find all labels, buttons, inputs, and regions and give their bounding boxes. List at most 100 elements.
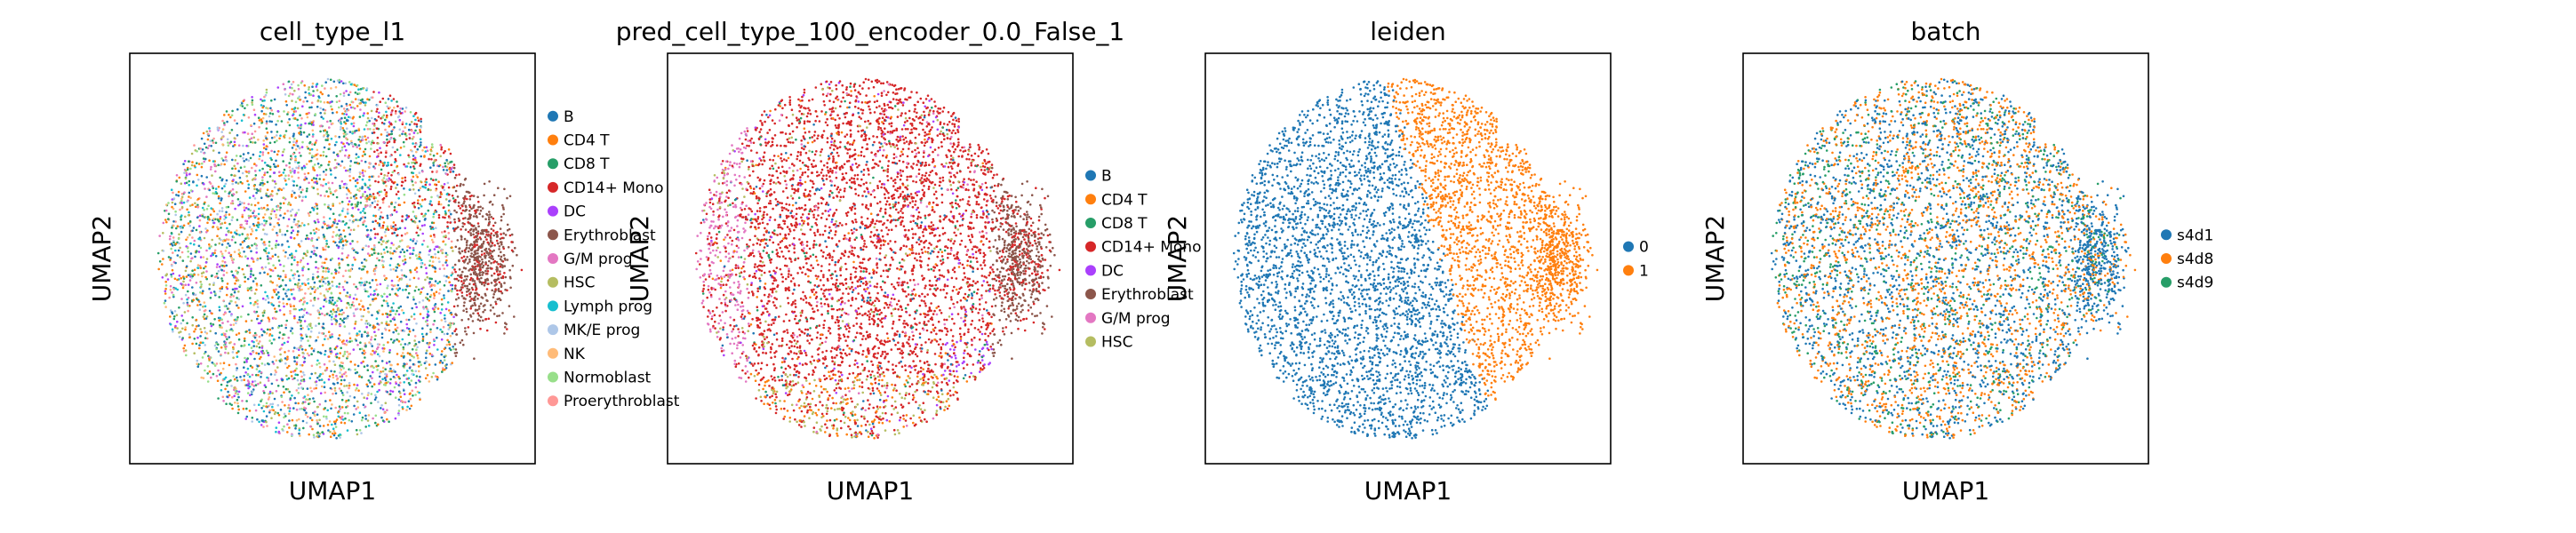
scatter-point [455, 173, 458, 177]
scatter-point [182, 284, 185, 288]
scatter-point [236, 198, 240, 201]
scatter-point [221, 367, 225, 370]
scatter-point [453, 209, 456, 212]
scatter-point [298, 308, 301, 312]
scatter-point [296, 223, 299, 226]
scatter-point [262, 228, 265, 231]
scatter-point [180, 251, 184, 254]
scatter-point [213, 318, 216, 321]
scatter-point [395, 293, 398, 297]
scatter-point [385, 144, 388, 147]
scatter-point [264, 290, 267, 294]
scatter-point [222, 362, 226, 365]
scatter-point [316, 174, 319, 177]
scatter-point [376, 127, 379, 130]
scatter-point [352, 413, 356, 416]
scatter-point [401, 215, 404, 218]
scatter-point [470, 268, 474, 272]
scatter-point [299, 186, 302, 188]
scatter-point [325, 190, 328, 193]
scatter-point [364, 160, 367, 163]
scatter-point [249, 394, 252, 397]
scatter-point [282, 83, 285, 85]
scatter-point [408, 123, 412, 126]
scatter-point [358, 219, 362, 221]
scatter-point [163, 301, 166, 305]
scatter-point [204, 305, 207, 308]
scatter-point [376, 155, 379, 158]
scatter-point [210, 324, 213, 328]
scatter-point [469, 305, 473, 308]
scatter-point [228, 251, 231, 255]
scatter-point [426, 349, 428, 353]
scatter-point [418, 301, 421, 304]
scatter-point [316, 99, 320, 102]
scatter-point [172, 272, 175, 275]
scatter-point [476, 195, 479, 199]
scatter-point [436, 348, 439, 351]
scatter-point [195, 228, 198, 232]
scatter-point [288, 137, 292, 139]
scatter-point [417, 234, 420, 237]
scatter-point [324, 334, 327, 338]
scatter-point [412, 276, 416, 280]
scatter-point [290, 155, 292, 157]
scatter-point [449, 171, 452, 173]
scatter-point [318, 375, 321, 378]
scatter-point [371, 116, 373, 120]
scatter-point [324, 237, 326, 240]
scatter-point [255, 339, 259, 342]
scatter-point [230, 257, 233, 259]
scatter-point [301, 402, 304, 405]
scatter-point [332, 276, 335, 279]
scatter-point [444, 368, 446, 371]
scatter-point [388, 264, 392, 266]
scatter-point [280, 120, 284, 123]
scatter-point [381, 256, 384, 259]
scatter-point [335, 374, 338, 378]
scatter-point [373, 338, 377, 341]
scatter-point [294, 196, 298, 199]
scatter-point [452, 163, 456, 166]
scatter-point [263, 271, 266, 274]
scatter-point [208, 243, 211, 246]
scatter-point [244, 131, 246, 134]
scatter-point [327, 203, 331, 207]
scatter-point [412, 184, 415, 187]
scatter-point [188, 191, 191, 195]
scatter-point [304, 348, 308, 352]
scatter-point [464, 274, 467, 278]
scatter-point [241, 400, 244, 402]
scatter-point [413, 167, 416, 171]
scatter-point [506, 328, 508, 330]
scatter-point [363, 128, 366, 131]
scatter-point [378, 259, 380, 262]
scatter-point [323, 362, 326, 366]
scatter-point [244, 158, 248, 161]
scatter-point [364, 322, 367, 325]
scatter-point [269, 107, 272, 110]
scatter-point [262, 112, 266, 115]
scatter-point [259, 322, 261, 325]
scatter-point [441, 187, 444, 189]
scatter-point [256, 317, 259, 321]
scatter-point [241, 267, 244, 271]
scatter-point [426, 292, 429, 296]
scatter-point [433, 319, 436, 322]
scatter-point [265, 332, 268, 335]
scatter-point [235, 279, 238, 282]
scatter-point [257, 221, 260, 224]
scatter-point [244, 190, 247, 193]
scatter-point [321, 92, 324, 96]
scatter-point [240, 345, 243, 347]
scatter-point [332, 382, 335, 386]
scatter-point [265, 137, 268, 139]
scatter-point [448, 326, 452, 329]
scatter-point [203, 203, 205, 205]
scatter-point [285, 374, 288, 378]
scatter-point [251, 99, 254, 102]
scatter-point [315, 139, 318, 142]
scatter-point [386, 138, 388, 141]
scatter-point [182, 224, 186, 227]
scatter-point [269, 212, 273, 216]
